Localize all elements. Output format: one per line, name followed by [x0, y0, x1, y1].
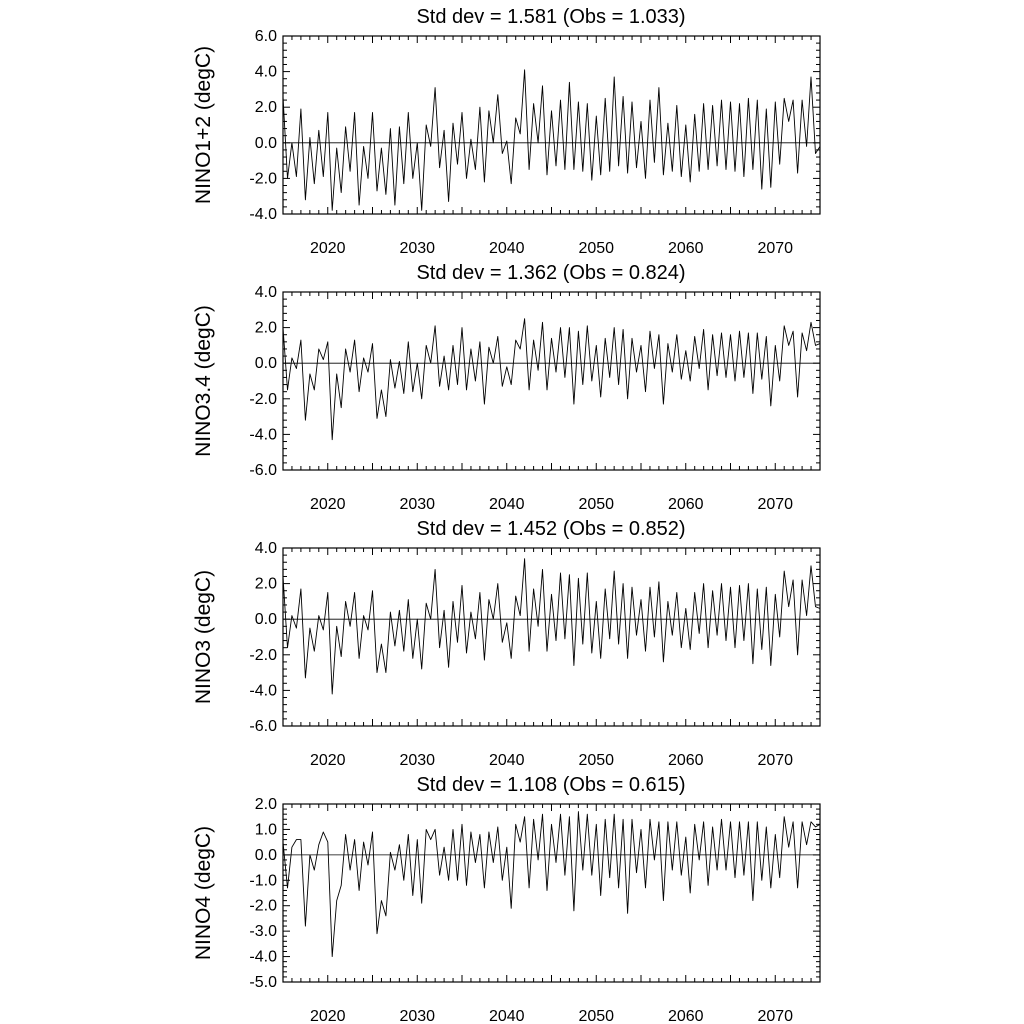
x-tick-label: 2060 — [668, 240, 704, 257]
x-tick-label: 2030 — [399, 240, 435, 257]
chart-title: Std dev = 1.108 (Obs = 0.615) — [416, 774, 685, 796]
y-tick-label: -4.0 — [249, 426, 277, 443]
series-line-1 — [282, 558, 821, 695]
y-tick-label: -6.0 — [249, 462, 277, 479]
plot-frame — [282, 547, 821, 727]
y-tick-label: 0.0 — [255, 355, 277, 372]
series-line-1 — [282, 811, 821, 958]
y-tick-label: -5.0 — [249, 974, 277, 991]
y-tick-label: -2.0 — [249, 647, 277, 664]
y-tick-label: 4.0 — [255, 64, 277, 81]
chart-title: Std dev = 1.362 (Obs = 0.824) — [416, 262, 685, 284]
y-tick-label: -2.0 — [249, 170, 277, 187]
y-tick-label: 0.0 — [255, 611, 277, 628]
x-tick-label: 2020 — [310, 1008, 346, 1024]
x-tick-label: 2050 — [578, 1008, 614, 1024]
y-tick-label: -4.0 — [249, 682, 277, 699]
x-tick-label: 2070 — [757, 496, 793, 513]
x-tick-label: 2060 — [668, 1008, 704, 1024]
y-tick-label: 4.0 — [255, 284, 277, 301]
y-tick-label: 1.0 — [255, 821, 277, 838]
x-tick-label: 2060 — [668, 752, 704, 769]
x-tick-label: 2070 — [757, 240, 793, 257]
y-axis-label: NINO1+2 (degC) — [192, 46, 215, 204]
x-tick-label: 2060 — [668, 496, 704, 513]
chart-panel-2: Std dev = 1.362 (Obs = 0.824) NINO3.4 (de… — [192, 262, 821, 513]
y-tick-label: -6.0 — [249, 718, 277, 735]
y-tick-label: 2.0 — [255, 320, 277, 337]
series-line-1 — [282, 69, 821, 211]
x-tick-label: 2040 — [489, 496, 525, 513]
chart-panel-3: Std dev = 1.452 (Obs = 0.852) NINO3 (degC… — [192, 518, 821, 769]
y-axis-label: NINO4 (degC) — [192, 826, 215, 960]
y-axis-label: NINO3 (degC) — [192, 570, 215, 704]
x-tick-label: 2030 — [399, 752, 435, 769]
x-tick-label: 2030 — [399, 1008, 435, 1024]
plot-frame — [282, 35, 821, 215]
y-tick-label: -2.0 — [249, 391, 277, 408]
y-tick-label: 0.0 — [255, 135, 277, 152]
y-tick-label: 2.0 — [255, 796, 277, 813]
x-tick-label: 2050 — [578, 496, 614, 513]
x-tick-label: 2050 — [578, 240, 614, 257]
x-tick-label: 2020 — [310, 496, 346, 513]
x-tick-label: 2040 — [489, 1008, 525, 1024]
chart-title: Std dev = 1.581 (Obs = 1.033) — [416, 6, 685, 28]
y-tick-label: -3.0 — [249, 923, 277, 940]
y-tick-label: -4.0 — [249, 949, 277, 966]
chart-panel-4: Std dev = 1.108 (Obs = 0.615) NINO4 (degC… — [192, 774, 821, 1024]
x-tick-label: 2040 — [489, 240, 525, 257]
x-tick-label: 2050 — [578, 752, 614, 769]
x-tick-label: 2020 — [310, 240, 346, 257]
x-tick-label: 2020 — [310, 752, 346, 769]
plot-frame — [282, 291, 821, 471]
chart-panel-1: Std dev = 1.581 (Obs = 1.033) NINO1+2 (de… — [192, 6, 821, 257]
y-tick-label: 6.0 — [255, 28, 277, 45]
series-line-1 — [282, 318, 821, 441]
x-tick-label: 2040 — [489, 752, 525, 769]
y-tick-label: 0.0 — [255, 847, 277, 864]
y-tick-label: -4.0 — [249, 206, 277, 223]
plot-frame — [282, 803, 821, 983]
y-tick-label: -2.0 — [249, 898, 277, 915]
y-tick-label: -1.0 — [249, 872, 277, 889]
chart-title: Std dev = 1.452 (Obs = 0.852) — [416, 518, 685, 540]
y-tick-label: 2.0 — [255, 99, 277, 116]
y-tick-label: 2.0 — [255, 576, 277, 593]
x-tick-label: 2070 — [757, 1008, 793, 1024]
y-tick-label: 4.0 — [255, 540, 277, 557]
x-tick-label: 2030 — [399, 496, 435, 513]
y-axis-label: NINO3.4 (degC) — [192, 305, 215, 457]
x-tick-label: 2070 — [757, 752, 793, 769]
